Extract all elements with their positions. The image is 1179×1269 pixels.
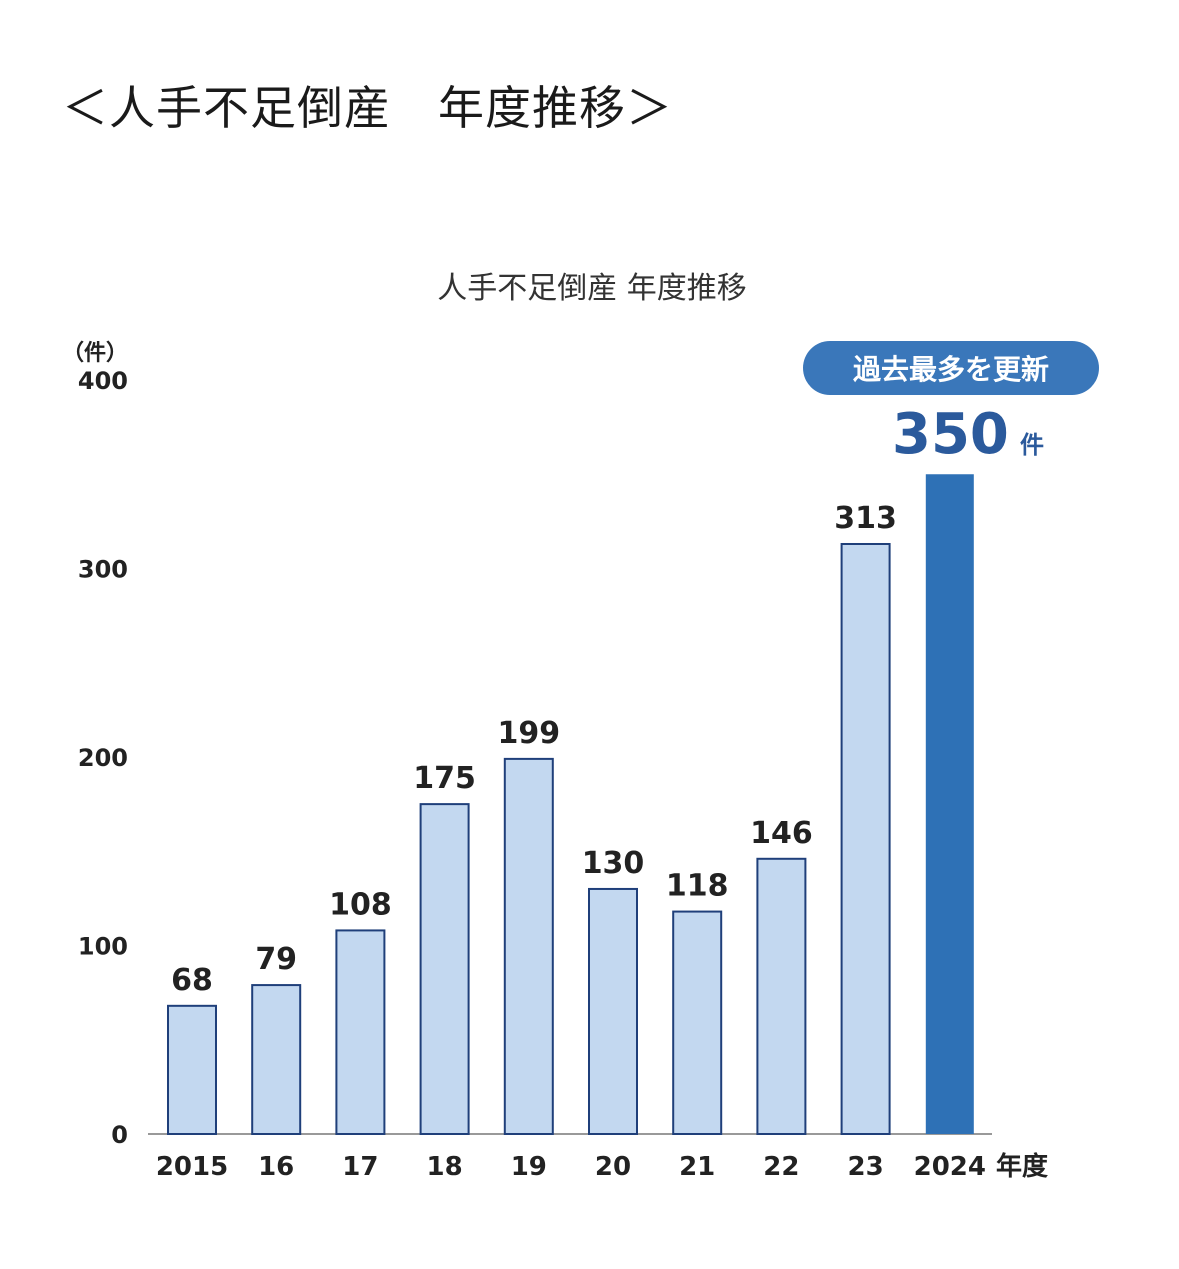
bar-2024 xyxy=(925,474,974,1134)
bars-group xyxy=(167,474,974,1136)
x-tick-18: 18 xyxy=(427,1152,463,1182)
y-tick-label: 300 xyxy=(78,556,128,584)
bar-18 xyxy=(419,803,470,1135)
record-badge: 過去最多を更新 xyxy=(803,341,1099,395)
value-label-23: 313 xyxy=(834,501,897,536)
y-axis-unit-label: （件） xyxy=(62,341,128,366)
x-tick-2015: 2015 xyxy=(156,1152,228,1182)
bar-23 xyxy=(840,542,891,1135)
value-label-17: 108 xyxy=(329,887,392,922)
value-label-20: 130 xyxy=(582,846,645,881)
page-title: ＜人手不足倒産 年度推移＞ xyxy=(62,81,673,135)
x-tick-19: 19 xyxy=(511,1152,547,1182)
x-axis-unit-label: 年度 xyxy=(996,1151,1048,1182)
value-label-21: 118 xyxy=(666,869,729,904)
record-badge-background xyxy=(803,341,1099,395)
y-axis-ticks: 0 100 200 300 400 xyxy=(78,367,128,1149)
bar-2015 xyxy=(167,1004,217,1135)
x-tick-23: 23 xyxy=(848,1152,884,1182)
bar-19 xyxy=(503,757,554,1135)
x-tick-20: 20 xyxy=(595,1152,631,1182)
value-label-22: 146 xyxy=(750,816,813,851)
value-label-19: 199 xyxy=(497,716,560,751)
highlight-value-unit: 件 xyxy=(1020,431,1044,459)
x-axis-ticks: 2015 16 17 18 19 20 21 22 23 2024 xyxy=(156,1152,986,1182)
value-labels-group: 68 79 108 175 199 130 118 146 313 xyxy=(171,501,897,998)
record-badge-text: 過去最多を更新 xyxy=(853,353,1049,386)
highlight-value-number: 350 xyxy=(892,402,1009,467)
value-label-18: 175 xyxy=(413,761,476,796)
x-tick-21: 21 xyxy=(679,1152,715,1182)
x-tick-2024: 2024 xyxy=(914,1152,986,1182)
highlight-value: 350 件 xyxy=(892,402,1044,467)
bar-17 xyxy=(335,929,386,1135)
value-label-2015: 68 xyxy=(171,963,213,998)
bar-21 xyxy=(672,910,723,1135)
bar-16 xyxy=(251,984,302,1136)
bar-20 xyxy=(588,887,638,1136)
y-tick-label: 400 xyxy=(78,367,128,395)
bar-22 xyxy=(756,857,807,1135)
y-tick-label: 100 xyxy=(78,933,128,961)
chart-title: 人手不足倒産 年度推移 xyxy=(437,271,747,306)
y-tick-label: 200 xyxy=(78,744,128,772)
y-tick-label: 0 xyxy=(111,1121,128,1149)
x-tick-16: 16 xyxy=(258,1152,294,1182)
value-label-16: 79 xyxy=(255,942,297,977)
x-tick-22: 22 xyxy=(763,1152,799,1182)
x-tick-17: 17 xyxy=(342,1152,378,1182)
